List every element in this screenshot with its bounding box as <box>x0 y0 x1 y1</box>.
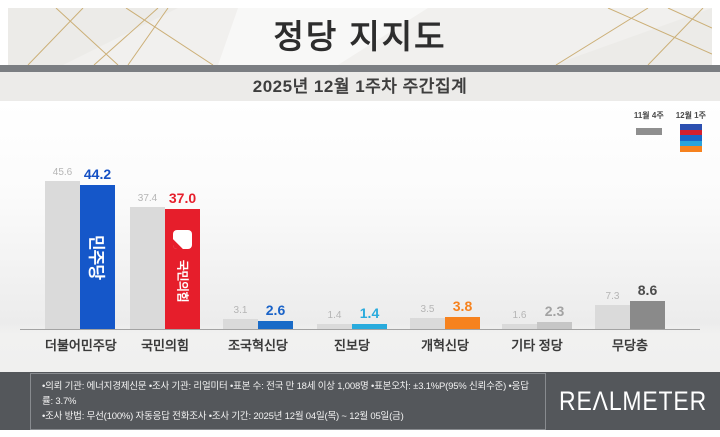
bar-group: 37.4 37.0 국민의힘 국민의힘 <box>130 101 200 353</box>
header-banner: 정당 지지도 <box>8 8 712 65</box>
curr-value-label: 3.8 <box>452 297 473 314</box>
realmeter-logo: REΛLMETER <box>558 385 707 416</box>
legend-stripe <box>679 140 702 147</box>
category-label: 더불어민주당 <box>45 338 117 353</box>
legend-stripe <box>679 135 702 141</box>
header-decoration <box>8 8 712 65</box>
curr-week-bar: 민주당 <box>80 185 115 329</box>
curr-value-label: 1.4 <box>359 305 380 322</box>
prev-week-bar <box>130 207 165 329</box>
curr-week-bar <box>537 321 572 329</box>
legend-stripe <box>679 124 702 130</box>
legend-stripe <box>679 146 702 152</box>
bar-group: 1.6 2.3 기타 정당 <box>502 101 572 353</box>
category-label: 진보당 <box>334 338 370 353</box>
curr-value-label: 44.2 <box>83 166 112 183</box>
chart-legend: 11월 4주 12월 1주 <box>634 110 706 152</box>
legend-stripe <box>679 129 702 136</box>
party-logo-ppp: 국민의힘 <box>165 209 200 329</box>
legend-item-prev-week: 11월 4주 <box>634 110 664 135</box>
curr-value-label: 2.3 <box>544 302 565 319</box>
category-label: 개혁신당 <box>421 338 469 353</box>
legend-label-curr: 12월 1주 <box>675 111 706 120</box>
prev-value-label: 3.5 <box>420 303 435 315</box>
subtitle-band: 2025년 12월 1주차 주간집계 <box>0 72 720 101</box>
footer-band: •의뢰 기관: 에너지경제신문 •조사 기관: 리얼미터 •표본 수: 전국 만… <box>0 372 720 430</box>
party-logo-text: 국민의힘 <box>175 260 189 303</box>
prev-week-bar <box>502 323 537 329</box>
prev-week-bar <box>410 317 445 329</box>
bar-group: 3.5 3.8 개혁신당 <box>410 101 480 353</box>
legend-item-curr-week: 12월 1주 <box>676 110 706 152</box>
prev-week-bar <box>317 324 352 329</box>
category-label: 국민의힘 <box>141 338 189 353</box>
curr-week-bar <box>445 316 480 329</box>
prev-week-bar <box>595 305 630 329</box>
curr-week-bar: 국민의힘 <box>165 208 200 329</box>
page-title: 정당 지지도 <box>273 18 447 55</box>
x-axis-line <box>20 329 700 330</box>
legend-swatch-curr <box>679 124 702 152</box>
prev-value-label: 7.3 <box>605 291 620 303</box>
category-label: 기타 정당 <box>511 338 563 353</box>
prev-value-label: 1.6 <box>512 309 527 321</box>
survey-info-line1: •의뢰 기관: 에너지경제신문 •조사 기관: 리얼미터 •표본 수: 전국 만… <box>42 380 529 407</box>
curr-week-bar <box>352 324 387 329</box>
legend-label-prev: 11월 4주 <box>633 111 664 120</box>
survey-methodology-box: •의뢰 기관: 에너지경제신문 •조사 기관: 리얼미터 •표본 수: 전국 만… <box>30 372 546 430</box>
party-logo-text: 민주당 <box>86 235 105 280</box>
bar-group: 3.1 2.6 조국혁신당 <box>223 101 293 353</box>
curr-week-bar <box>630 301 665 329</box>
prev-value-label: 45.6 <box>52 166 73 178</box>
curr-value-label: 37.0 <box>168 189 197 206</box>
divider-bar <box>0 65 720 72</box>
ppp-logo-shape <box>173 230 192 250</box>
prev-value-label: 3.1 <box>233 304 248 316</box>
bar-group: 7.3 8.6 무당층 <box>595 101 665 353</box>
subtitle: 2025년 12월 1주차 주간집계 <box>252 77 468 96</box>
bar-group: 1.4 1.4 진보당 <box>317 101 387 353</box>
curr-value-label: 2.6 <box>265 301 286 318</box>
prev-value-label: 1.4 <box>327 310 342 322</box>
party-logo-democratic: 민주당 <box>80 185 115 329</box>
prev-value-label: 37.4 <box>137 193 158 205</box>
prev-week-bar <box>223 318 258 329</box>
curr-week-bar <box>258 320 293 329</box>
category-label: 조국혁신당 <box>228 338 288 353</box>
curr-value-label: 8.6 <box>637 282 658 299</box>
category-label: 무당층 <box>612 338 648 353</box>
prev-week-bar <box>45 180 80 329</box>
survey-info-line2: •조사 방법: 무선(100%) 자동응답 전화조사 •조사 기간: 2025년… <box>42 410 404 422</box>
legend-swatch-prev <box>635 128 662 135</box>
